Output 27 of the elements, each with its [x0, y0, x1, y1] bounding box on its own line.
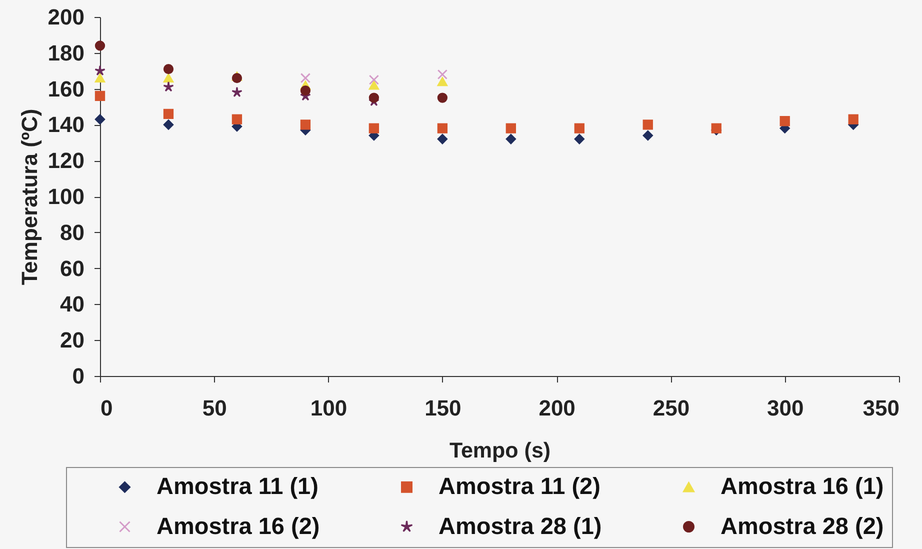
y-axis-title: Temperatura (ºC) — [16, 108, 42, 286]
y-tick-label: 20 — [60, 328, 84, 353]
x-tick-label: 0 — [100, 396, 113, 420]
x-tick-label: 150 — [424, 396, 462, 420]
y-tick-label: 100 — [48, 184, 84, 209]
y-tick-label: 160 — [48, 76, 84, 102]
y-tick-label: 80 — [60, 220, 84, 245]
legend-label: Amostra 16 (2) — [156, 512, 320, 539]
x-tick-label: 50 — [202, 396, 227, 420]
y-tick-label: 200 — [48, 4, 84, 30]
x-tick-label: 100 — [310, 396, 348, 420]
x-axis-title: Tempo (s) — [449, 438, 551, 462]
legend-label: Amostra 11 (2) — [438, 473, 600, 500]
x-tick-label: 250 — [652, 396, 690, 420]
y-tick-label: 140 — [48, 112, 84, 138]
x-tick-label: 350 — [862, 396, 900, 420]
legend-label: Amostra 28 (2) — [720, 512, 884, 539]
legend-label: Amostra 16 (1) — [720, 473, 884, 500]
x-tick-label: 200 — [538, 396, 576, 420]
y-tick-label: 180 — [48, 40, 84, 66]
y-tick-label: 40 — [60, 292, 84, 317]
x-tick-label: 300 — [767, 396, 804, 420]
y-tick-label: 60 — [60, 256, 84, 281]
y-tick-label: 0 — [72, 364, 84, 388]
legend-label: Amostra 11 (1) — [156, 473, 318, 500]
legend-label: Amostra 28 (1) — [438, 512, 602, 539]
y-tick-label: 120 — [48, 148, 84, 174]
